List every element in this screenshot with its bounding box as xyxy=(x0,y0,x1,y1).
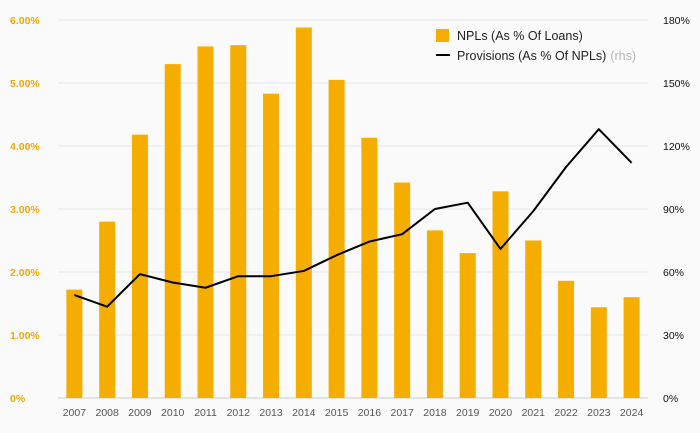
gridlines xyxy=(58,19,648,399)
x-tick-label: 2009 xyxy=(128,407,152,419)
npl-bar xyxy=(230,45,247,398)
legend-label-npls: NPLs (As % Of Loans) xyxy=(457,29,583,43)
axis-ticks: 0% 0% 1.00% 30% 2.00% 60% 3.00% 90% 4.00% 120% 5.0… xyxy=(10,15,690,419)
y-left-tick-label: 0% xyxy=(10,393,26,405)
npl-bar xyxy=(361,137,378,398)
x-tick-label: 2016 xyxy=(358,407,382,419)
x-tick-label: 2013 xyxy=(259,407,283,419)
y-right-tick-label: 180% xyxy=(663,15,690,27)
x-tick-label: 2022 xyxy=(554,407,578,419)
y-left-tick-label: 5.00% xyxy=(10,78,40,90)
npl-bar xyxy=(164,64,181,398)
x-tick-label: 2015 xyxy=(325,407,349,419)
npl-bar xyxy=(525,240,542,398)
x-tick-label: 2014 xyxy=(292,407,316,419)
y-left-tick-label: 2.00% xyxy=(10,267,40,279)
x-tick-label: 2021 xyxy=(522,407,546,419)
x-tick-label: 2007 xyxy=(63,407,87,419)
npl-bar xyxy=(426,230,443,398)
npl-bar xyxy=(459,253,476,398)
npl-bar xyxy=(558,280,575,398)
x-tick-label: 2017 xyxy=(390,407,414,419)
npl-bar xyxy=(66,289,83,398)
x-tick-label: 2023 xyxy=(587,407,611,419)
y-right-tick-label: 150% xyxy=(663,78,690,90)
npl-bar xyxy=(99,221,116,398)
npl-bars xyxy=(66,27,640,399)
y-left-tick-label: 3.00% xyxy=(10,204,40,216)
x-tick-label: 2020 xyxy=(489,407,513,419)
npl-bar xyxy=(623,297,640,398)
x-tick-label: 2010 xyxy=(161,407,185,419)
npl-bar xyxy=(295,27,312,399)
x-tick-label: 2011 xyxy=(194,407,217,419)
legend-label-provisions-name: Provisions (As % Of NPLs) xyxy=(457,49,606,63)
npl-bar xyxy=(492,191,509,398)
y-left-tick-label: 4.00% xyxy=(10,141,40,153)
legend-label-provisions: Provisions (As % Of NPLs) (rhs) xyxy=(457,49,636,63)
y-right-tick-label: 0% xyxy=(663,393,678,405)
x-tick-label: 2024 xyxy=(620,407,644,419)
x-tick-label: 2019 xyxy=(456,407,480,419)
npl-bar xyxy=(131,134,148,398)
y-left-tick-label: 1.00% xyxy=(10,330,40,342)
npl-bar xyxy=(590,307,607,398)
y-right-tick-label: 60% xyxy=(663,267,684,279)
provisions-line xyxy=(74,128,633,308)
provisions-line-group xyxy=(74,128,633,308)
npl-bar xyxy=(394,182,411,398)
y-left-tick-label: 6.00% xyxy=(10,15,40,27)
legend: NPLs (As % Of Loans) Provisions (As % Of… xyxy=(436,29,636,63)
x-tick-label: 2018 xyxy=(423,407,447,419)
x-tick-label: 2008 xyxy=(95,407,119,419)
npl-bar xyxy=(328,79,345,398)
npl-bar xyxy=(197,46,214,399)
npl-bar xyxy=(263,93,280,399)
y-right-tick-label: 30% xyxy=(663,330,684,342)
y-right-tick-label: 120% xyxy=(663,141,690,153)
legend-label-provisions-suffix: (rhs) xyxy=(610,49,636,63)
y-right-tick-label: 90% xyxy=(663,204,684,216)
legend-swatch-npls xyxy=(436,29,449,42)
x-tick-label: 2012 xyxy=(227,407,251,419)
